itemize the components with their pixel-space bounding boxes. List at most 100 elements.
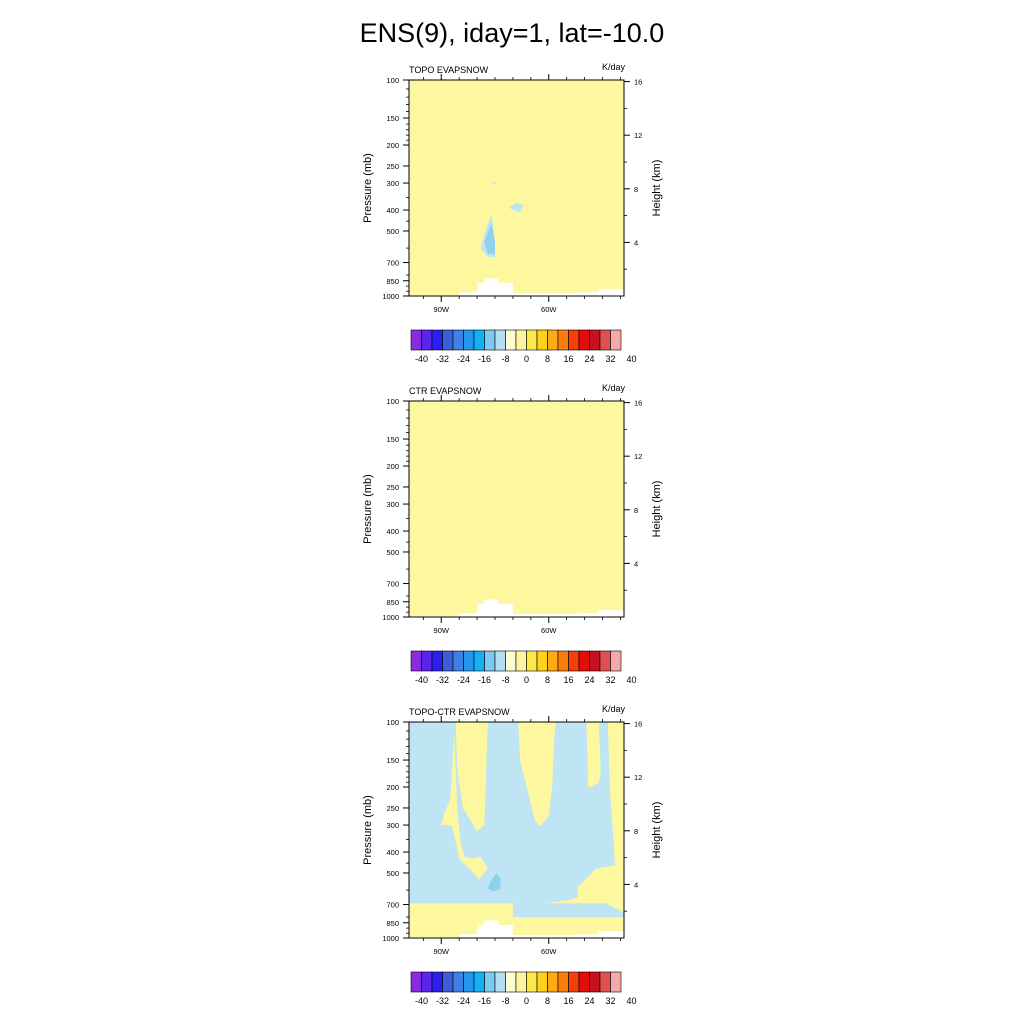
panel-units: K/day [602, 704, 626, 714]
colorbar-label: -16 [478, 996, 491, 1006]
plot-area [409, 722, 624, 938]
right-tick-label: 12 [634, 773, 642, 782]
colorbar-box [515, 329, 527, 351]
colorbar-box [568, 329, 580, 351]
y-tick-label: 500 [386, 869, 399, 878]
right-tick-label: 4 [634, 559, 638, 568]
colorbar-box [610, 971, 622, 993]
colorbar-box [463, 329, 475, 351]
colorbar-label: -32 [436, 675, 449, 685]
colorbar-box [431, 650, 443, 672]
right-tick-label: 8 [634, 827, 638, 836]
right-tick-label: 4 [634, 238, 638, 247]
colorbar-label: 24 [584, 996, 594, 1006]
colorbar-label: -40 [415, 354, 428, 364]
colorbar-label: -16 [478, 354, 491, 364]
colorbar-box [463, 650, 475, 672]
field-zero-region [409, 80, 624, 296]
y-tick-label: 1000 [382, 613, 399, 622]
y-tick-label: 200 [386, 141, 399, 150]
colorbar-label: -32 [436, 354, 449, 364]
field-zero-region [409, 401, 624, 617]
colorbar-label: 8 [545, 996, 550, 1006]
plot-frame [408, 400, 625, 618]
colorbar-label: -32 [436, 996, 449, 1006]
plot-frame [408, 79, 625, 297]
colorbar-box [473, 971, 485, 993]
colorbar-label: 8 [545, 675, 550, 685]
colorbar-box [557, 329, 569, 351]
y-axis-label-right: Height (km) [651, 802, 663, 859]
colorbar-box [515, 971, 527, 993]
colorbar-label: 0 [524, 675, 529, 685]
colorbar-label: 32 [605, 996, 615, 1006]
y-tick-label: 1000 [382, 292, 399, 301]
y-tick-label: 250 [386, 162, 399, 171]
colorbar-box [452, 329, 464, 351]
chart-panel-3: 100150200250300400500700850100048121690W… [362, 704, 663, 1006]
colorbar-box [526, 971, 538, 993]
chart-panel-1: 100150200250300400500700850100048121690W… [362, 62, 663, 364]
colorbar-label: 40 [626, 354, 636, 364]
colorbar-label: 8 [545, 354, 550, 364]
panel-units: K/day [602, 383, 626, 393]
colorbar-box [557, 650, 569, 672]
colorbar: -40 -32 -24 -16 -8 0 8 16 24 32 40 [410, 329, 637, 364]
colorbar-label: -40 [415, 675, 428, 685]
right-tick-label: 16 [634, 720, 642, 729]
colorbar-box [505, 329, 517, 351]
y-tick-label: 500 [386, 548, 399, 557]
colorbar-label: 0 [524, 354, 529, 364]
colorbar-box [421, 971, 433, 993]
y-tick-label: 100 [386, 76, 399, 85]
colorbar-box [599, 650, 611, 672]
x-tick-label: 60W [541, 305, 557, 314]
colorbar-label: -16 [478, 675, 491, 685]
right-tick-label: 16 [634, 399, 642, 408]
colorbar-box [421, 650, 433, 672]
chart-panel-2: 100150200250300400500700850100048121690W… [362, 383, 663, 685]
colorbar-box [421, 329, 433, 351]
right-tick-label: 4 [634, 880, 638, 889]
terrain-mask [409, 599, 624, 617]
contour-region-neg_med [487, 873, 501, 892]
y-tick-label: 300 [386, 821, 399, 830]
colorbar-box [610, 329, 622, 351]
colorbar-box [410, 329, 422, 351]
y-tick-label: 500 [386, 227, 399, 236]
x-tick-label: 60W [541, 947, 557, 956]
colorbar-box [568, 650, 580, 672]
colorbar-box [547, 650, 559, 672]
contour-region-neg_small [409, 722, 615, 904]
colorbar-box [484, 329, 496, 351]
colorbar-box [410, 971, 422, 993]
y-tick-label: 250 [386, 804, 399, 813]
colorbar-label: 32 [605, 354, 615, 364]
colorbar-box [526, 650, 538, 672]
colorbar-label: 32 [605, 675, 615, 685]
y-tick-label: 100 [386, 718, 399, 727]
y-axis-label: Pressure (mb) [362, 474, 374, 544]
y-tick-label: 300 [386, 500, 399, 509]
y-tick-label: 300 [386, 179, 399, 188]
colorbar-box [547, 971, 559, 993]
colorbar-box [484, 971, 496, 993]
colorbar-box [410, 650, 422, 672]
colorbar-box [557, 971, 569, 993]
y-tick-label: 850 [386, 277, 399, 286]
y-tick-label: 850 [386, 919, 399, 928]
y-axis-label: Pressure (mb) [362, 795, 374, 865]
right-tick-label: 8 [634, 185, 638, 194]
colorbar-label: 40 [626, 996, 636, 1006]
y-tick-label: 700 [386, 259, 399, 268]
y-axis-label-right: Height (km) [651, 481, 663, 538]
colorbar-box [589, 650, 601, 672]
colorbar-label: -8 [501, 675, 509, 685]
colorbar-box [536, 329, 548, 351]
colorbar-box [599, 329, 611, 351]
colorbar-box [494, 650, 506, 672]
colorbar-box [589, 971, 601, 993]
colorbar-box [547, 329, 559, 351]
y-axis-label: Pressure (mb) [362, 153, 374, 223]
y-tick-label: 250 [386, 483, 399, 492]
